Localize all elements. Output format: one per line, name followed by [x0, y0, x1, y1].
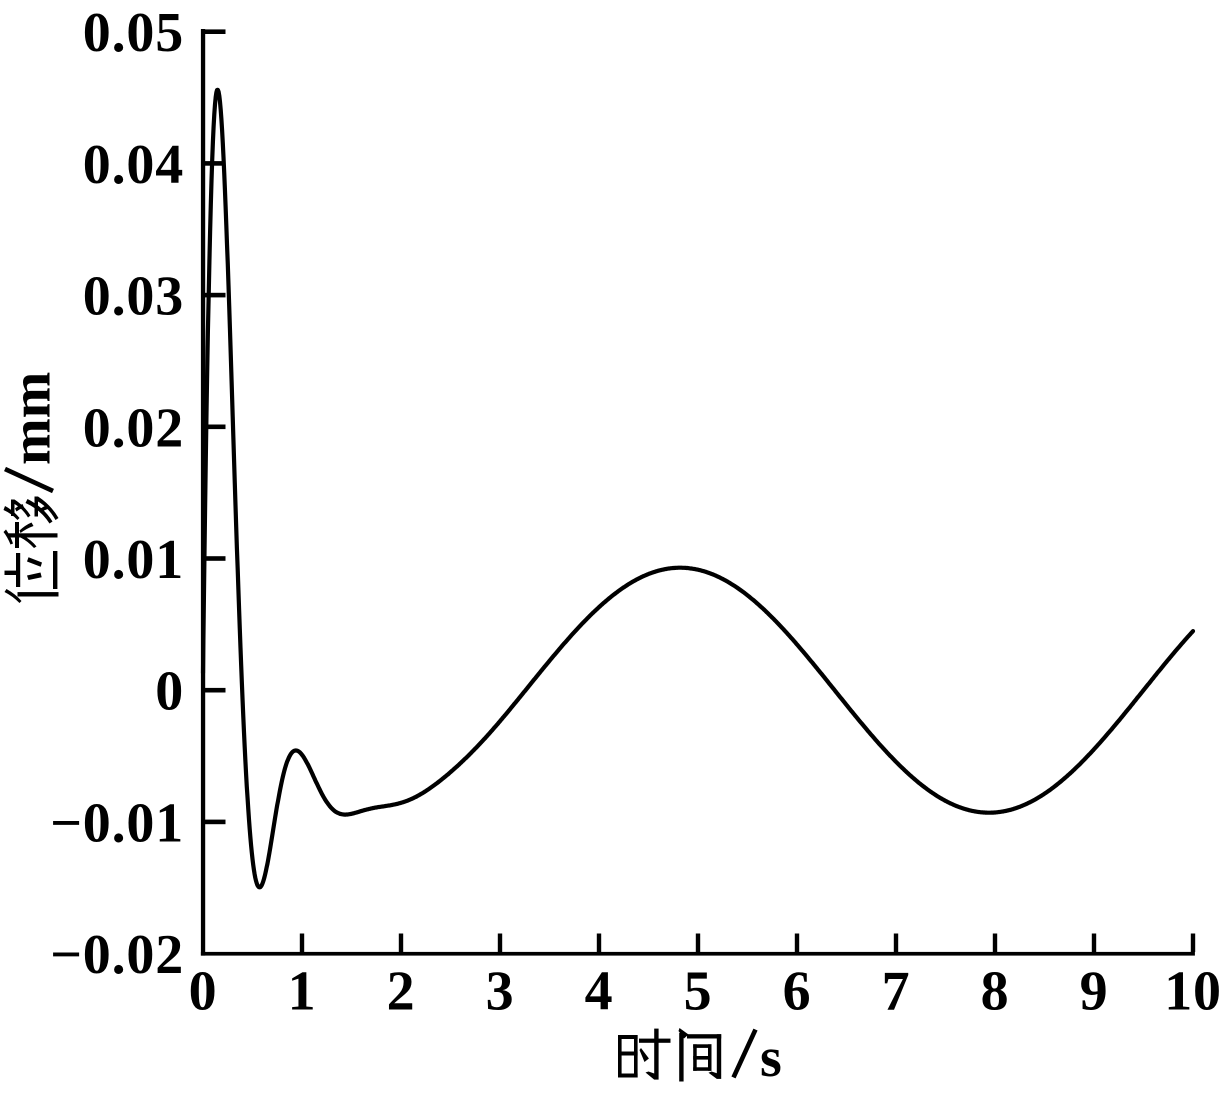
svg-text:10: 10 — [1164, 961, 1222, 1023]
svg-text:0.05: 0.05 — [83, 2, 184, 64]
svg-text:9: 9 — [1080, 961, 1109, 1023]
svg-text:0: 0 — [155, 661, 184, 723]
svg-text:5: 5 — [684, 961, 713, 1023]
svg-text:0.04: 0.04 — [83, 134, 184, 196]
svg-text:7: 7 — [882, 961, 911, 1023]
svg-text:4: 4 — [585, 961, 614, 1023]
svg-text:mm: mm — [1, 372, 63, 465]
svg-text:−0.01: −0.01 — [50, 792, 184, 854]
svg-text:8: 8 — [981, 961, 1010, 1023]
svg-text:0.02: 0.02 — [83, 397, 184, 459]
svg-text:0.01: 0.01 — [83, 529, 184, 591]
svg-text:s: s — [760, 1027, 782, 1089]
svg-text:0: 0 — [189, 961, 218, 1023]
svg-text:3: 3 — [486, 961, 515, 1023]
svg-text:6: 6 — [783, 961, 812, 1023]
svg-text:1: 1 — [288, 961, 317, 1023]
svg-text:−0.02: −0.02 — [50, 924, 184, 986]
svg-text:0.03: 0.03 — [83, 266, 184, 328]
svg-text:2: 2 — [387, 961, 416, 1023]
